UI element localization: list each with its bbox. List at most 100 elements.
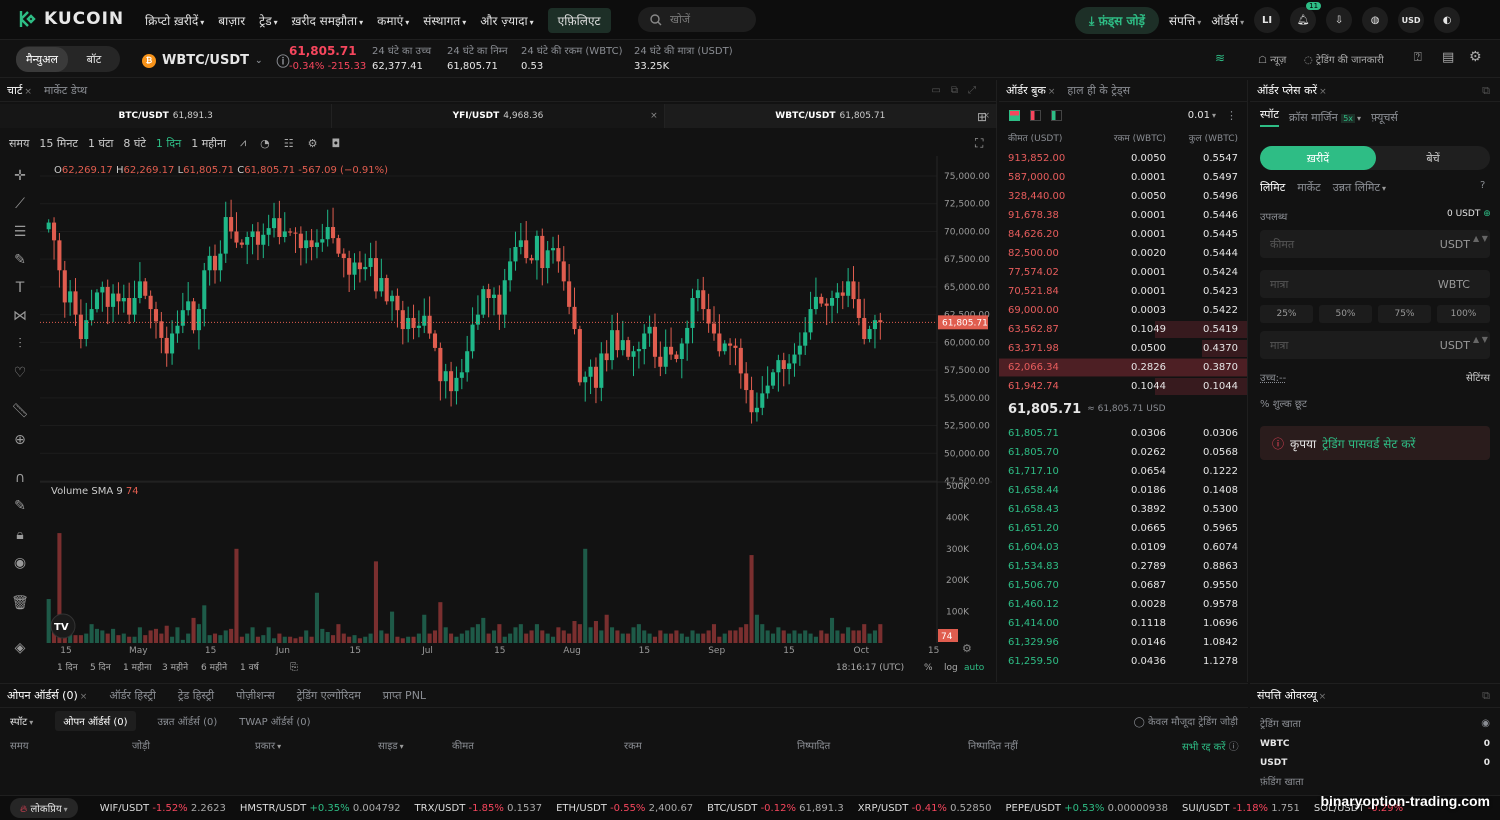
close-icon[interactable]: × [1319, 87, 1327, 97]
range-button[interactable]: 1 दिन [57, 661, 79, 673]
pattern-icon[interactable]: ⋈ [13, 308, 27, 324]
news-link[interactable]: ☖ न्यूज़ [1258, 52, 1286, 66]
close-icon[interactable]: × [1047, 87, 1056, 97]
tab-chart[interactable]: चार्ट × [7, 83, 32, 98]
settings-icon[interactable]: ⚙ [1469, 49, 1482, 65]
camera-icon[interactable]: ◘ [331, 136, 341, 150]
ask-row[interactable]: 63,562.87 0.1049 0.5419 [999, 320, 1247, 339]
layout-icon[interactable]: ▤ [1442, 50, 1455, 65]
precision-selector[interactable]: 0.01 ▾ [1188, 110, 1216, 121]
tab-limit[interactable]: लिमिट [1260, 181, 1286, 194]
bid-row[interactable]: 61,534.83 0.2789 0.8863 [999, 557, 1247, 576]
theme-toggle-icon[interactable]: ◐ [1434, 7, 1461, 33]
ask-row[interactable]: 913,852.00 0.0050 0.5547 [999, 149, 1247, 168]
mode-toggle[interactable]: मैन्युअल बॉट [16, 46, 120, 72]
fullscreen-icon[interactable]: ⛶ [975, 136, 984, 150]
view-both-icon[interactable] [1009, 109, 1020, 121]
info-icon[interactable]: ⓘ [276, 55, 290, 70]
bid-row[interactable]: 61,651.20 0.0665 0.5965 [999, 519, 1247, 538]
currency-selector[interactable]: USD [1398, 7, 1425, 33]
affiliate-button[interactable]: एफ़िलिएट [547, 7, 611, 33]
range-button[interactable]: 3 महीने [162, 661, 189, 673]
stepper-icon[interactable]: ▲ ▼ [1473, 335, 1488, 344]
footer-ticker-item[interactable]: BTC/USDT -0.12% 61,891.3 [707, 803, 844, 814]
buy-button[interactable]: ख़रीदें [1260, 146, 1376, 170]
eye-icon[interactable]: ◉ [13, 555, 27, 571]
ruler-icon[interactable]: 📏︎ [11, 403, 29, 419]
tab-advanced-limit[interactable]: उन्नत लिमिट ▾ [1333, 180, 1386, 195]
price-chart[interactable]: 75,000.00 72,500.00 70,000.00 67,500.00 65,0… [40, 156, 995, 681]
popout-icon[interactable]: ⧉ [1482, 688, 1490, 702]
interval-button[interactable]: 8 घंटे [123, 136, 146, 150]
orders-tab[interactable]: ट्रेडिंग एल्गोरिदम [297, 688, 361, 703]
interval-button[interactable]: 1 महीना [191, 136, 226, 150]
bid-row[interactable]: 61,506.70 0.0687 0.9550 [999, 576, 1247, 595]
bid-row[interactable]: 61,658.43 0.3892 0.5300 [999, 500, 1247, 519]
brush-icon[interactable]: ✎ [14, 252, 26, 268]
scale-option[interactable]: % [924, 663, 933, 673]
chart-pair-tab[interactable]: BTC/USDT 61,891.3 [0, 104, 333, 128]
bid-row[interactable]: 61,329.96 0.0146 1.0842 [999, 633, 1247, 652]
price-input[interactable]: कीमत USDT [1260, 230, 1490, 258]
ask-row[interactable]: 77,574.02 0.0001 0.5424 [999, 263, 1247, 282]
nav-menu-item[interactable]: ट्रेड ▾ [259, 12, 277, 29]
window-controls-icon[interactable]: ▭⧉⤢ [931, 85, 986, 96]
bell-icon[interactable]: 🔔︎ 11 [1290, 2, 1322, 33]
text-icon[interactable]: T [15, 280, 25, 296]
set-password-link[interactable]: ट्रेडिंग पासवर्ड सेट करें [1322, 436, 1416, 451]
orders-subtab[interactable]: ओपन ऑर्डर्स (0) [55, 711, 136, 731]
trash-icon[interactable]: 🗑︎ [11, 595, 29, 611]
scale-option[interactable]: auto [964, 663, 985, 673]
percent-button[interactable]: 100% [1437, 305, 1490, 323]
stepper-icon[interactable]: ▲ ▼ [1473, 234, 1488, 243]
bid-row[interactable]: 61,658.44 0.0186 0.1408 [999, 481, 1247, 500]
crosshair-icon[interactable]: ✛ [14, 168, 26, 184]
mode-bot-button[interactable]: बॉट [86, 52, 102, 66]
cancel-all-button[interactable]: सभी रद्द करें ⓘ [1182, 738, 1239, 753]
grid-layout-icon[interactable]: ⊞ [977, 110, 988, 124]
total-input[interactable]: मात्रा USDT [1260, 331, 1490, 359]
percent-button[interactable]: 75% [1378, 305, 1431, 323]
kucoin-logo[interactable]: KUCOIN [18, 9, 124, 29]
tab-market[interactable]: मार्केट [1297, 181, 1321, 194]
projection-icon[interactable]: ⫶ [18, 336, 22, 352]
more-icon[interactable]: ⋮ [1226, 108, 1237, 122]
close-icon[interactable]: × [982, 111, 990, 121]
orders-tab[interactable]: प्राप्त PNL [383, 688, 426, 703]
settings-icon[interactable]: ⚙ [307, 136, 318, 150]
nav-menu-item[interactable]: कमाएं ▾ [377, 12, 409, 29]
ask-row[interactable]: 587,000.00 0.0001 0.5497 [999, 168, 1247, 187]
orders-tab[interactable]: ओपन ऑर्डर्स (0) × [7, 688, 87, 703]
bid-row[interactable]: 61,805.70 0.0262 0.0568 [999, 443, 1247, 462]
orders-subtab[interactable]: TWAP ऑर्डर्स (0) [239, 717, 311, 728]
interval-button[interactable]: 15 मिनट [39, 136, 78, 150]
bid-row[interactable]: 61,604.03 0.0109 0.6074 [999, 538, 1247, 557]
indicator-icon[interactable]: ⩘ [239, 136, 247, 149]
lock-icon[interactable]: 🔒︎ [16, 527, 24, 543]
orders-menu[interactable]: ऑर्डर्स ▾ [1211, 12, 1244, 29]
close-icon[interactable]: × [24, 87, 32, 97]
settings-link[interactable]: सेटिंग्स [1466, 373, 1490, 384]
footer-ticker-item[interactable]: SUI/USDT -1.18% 1.751 [1182, 803, 1300, 814]
lock-draw-icon[interactable]: ✎ [14, 498, 26, 514]
plus-icon[interactable]: ⊕ [1483, 209, 1491, 219]
chart-pair-tab[interactable]: YFI/USDT 4,968.36 × [332, 104, 665, 128]
nav-menu-item[interactable]: क्रिप्टो ख़रीदें ▾ [145, 12, 204, 29]
popout-icon[interactable]: ⧉ [1482, 83, 1490, 97]
orders-tab[interactable]: ऑर्डर हिस्ट्री [109, 688, 156, 703]
range-button[interactable]: 1 महीना [123, 661, 152, 673]
avatar[interactable]: LI [1254, 7, 1281, 33]
footer-ticker-item[interactable]: PEPE/USDT +0.53% 0.00000938 [1006, 803, 1169, 814]
orders-col-header[interactable]: प्रकार ▾ [255, 738, 281, 752]
orders-tab[interactable]: ट्रेड हिस्ट्री [178, 688, 214, 703]
sell-button[interactable]: बेचें [1426, 151, 1440, 165]
view-bids-icon[interactable] [1051, 109, 1062, 121]
tab-market-depth[interactable]: मार्केट डेप्थ [43, 84, 88, 97]
layers-icon[interactable]: ◈ [14, 640, 26, 656]
view-asks-icon[interactable] [1030, 109, 1041, 121]
chart-pair-tab[interactable]: WBTC/USDT 61,805.71 × [664, 104, 997, 128]
template-icon[interactable]: ☷ [283, 136, 294, 150]
mode-manual-button[interactable]: मैन्युअल [16, 46, 68, 72]
ask-row[interactable]: 70,521.84 0.0001 0.5423 [999, 282, 1247, 301]
footer-ticker-item[interactable]: XRP/USDT -0.41% 0.52850 [858, 803, 992, 814]
